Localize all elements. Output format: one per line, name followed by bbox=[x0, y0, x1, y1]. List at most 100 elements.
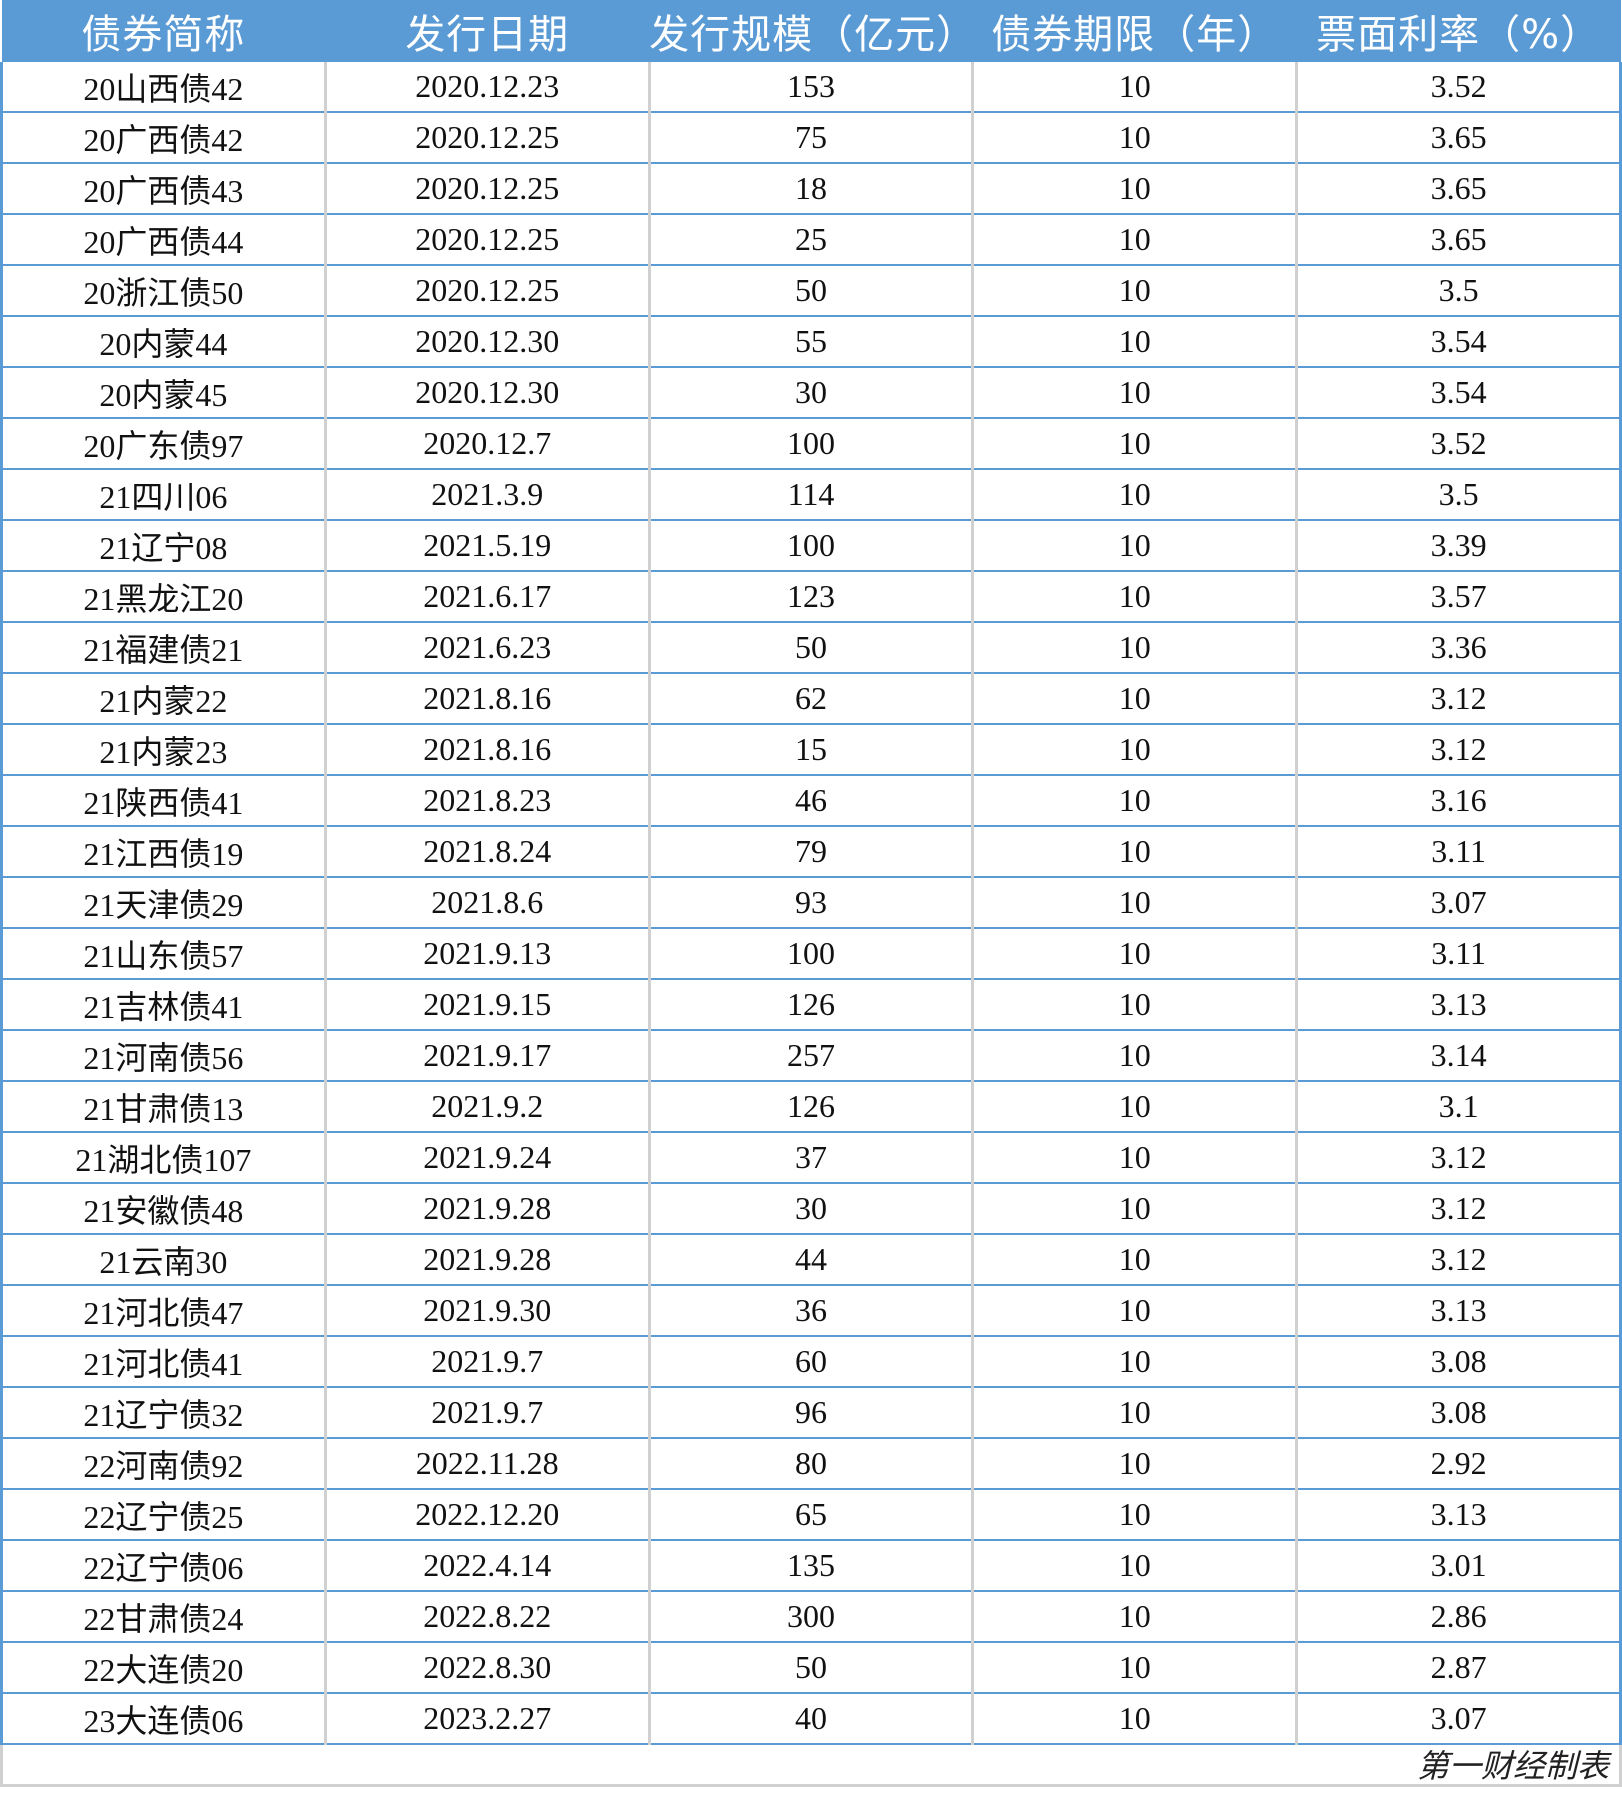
header-bond-name: 债券简称 bbox=[1, 0, 326, 62]
cell-coupon-rate: 2.92 bbox=[1295, 1438, 1622, 1490]
header-term: 债券期限（年） bbox=[972, 0, 1297, 62]
cell-term: 10 bbox=[971, 1540, 1297, 1592]
table-row: 22甘肃债24 2022.8.22 300 10 2.86 bbox=[0, 1591, 1622, 1643]
cell-coupon-rate: 3.07 bbox=[1295, 1693, 1622, 1745]
cell-bond-name: 20广东债97 bbox=[0, 418, 326, 470]
cell-issue-size: 100 bbox=[647, 418, 973, 470]
cell-term: 10 bbox=[971, 1183, 1297, 1235]
table-row: 22河南债92 2022.11.28 80 10 2.92 bbox=[0, 1438, 1622, 1490]
cell-issue-size: 80 bbox=[647, 1438, 973, 1490]
cell-issue-size: 126 bbox=[647, 979, 973, 1031]
table-row: 21河南债56 2021.9.17 257 10 3.14 bbox=[0, 1030, 1622, 1082]
cell-term: 10 bbox=[971, 1693, 1297, 1745]
cell-issue-date: 2020.12.25 bbox=[323, 265, 650, 317]
cell-term: 10 bbox=[971, 1132, 1297, 1184]
cell-issue-date: 2021.8.6 bbox=[323, 877, 650, 929]
cell-issue-date: 2022.8.30 bbox=[323, 1642, 650, 1694]
cell-issue-size: 50 bbox=[647, 265, 973, 317]
cell-coupon-rate: 3.12 bbox=[1295, 1234, 1622, 1286]
table-row: 21山东债57 2021.9.13 100 10 3.11 bbox=[0, 928, 1622, 980]
cell-bond-name: 21辽宁债32 bbox=[0, 1387, 326, 1439]
cell-bond-name: 21山东债57 bbox=[0, 928, 326, 980]
cell-coupon-rate: 3.08 bbox=[1295, 1336, 1622, 1388]
cell-term: 10 bbox=[971, 418, 1297, 470]
cell-issue-size: 40 bbox=[647, 1693, 973, 1745]
cell-term: 10 bbox=[971, 214, 1297, 266]
cell-term: 10 bbox=[971, 265, 1297, 317]
cell-issue-size: 126 bbox=[647, 1081, 973, 1133]
cell-term: 10 bbox=[971, 367, 1297, 419]
cell-issue-size: 93 bbox=[647, 877, 973, 929]
cell-issue-size: 30 bbox=[647, 1183, 973, 1235]
cell-term: 10 bbox=[971, 1642, 1297, 1694]
cell-bond-name: 21四川06 bbox=[0, 469, 326, 521]
cell-bond-name: 21云南30 bbox=[0, 1234, 326, 1286]
cell-coupon-rate: 3.12 bbox=[1295, 1183, 1622, 1235]
cell-coupon-rate: 3.13 bbox=[1295, 1489, 1622, 1541]
header-issue-size: 发行规模（亿元） bbox=[649, 0, 976, 62]
cell-bond-name: 23大连债06 bbox=[0, 1693, 326, 1745]
cell-issue-date: 2021.9.28 bbox=[323, 1234, 650, 1286]
cell-bond-name: 21河北债41 bbox=[0, 1336, 326, 1388]
cell-bond-name: 20内蒙45 bbox=[0, 367, 326, 419]
cell-issue-size: 75 bbox=[647, 112, 973, 164]
cell-coupon-rate: 3.01 bbox=[1295, 1540, 1622, 1592]
cell-issue-size: 50 bbox=[647, 1642, 973, 1694]
cell-term: 10 bbox=[971, 1336, 1297, 1388]
cell-issue-date: 2021.6.17 bbox=[323, 571, 650, 623]
cell-issue-date: 2022.4.14 bbox=[323, 1540, 650, 1592]
cell-coupon-rate: 3.13 bbox=[1295, 1285, 1622, 1337]
cell-bond-name: 20内蒙44 bbox=[0, 316, 326, 368]
cell-issue-size: 50 bbox=[647, 622, 973, 674]
cell-issue-date: 2022.12.20 bbox=[323, 1489, 650, 1541]
header-coupon-rate: 票面利率（%） bbox=[1296, 0, 1621, 62]
cell-issue-date: 2021.9.7 bbox=[323, 1387, 650, 1439]
cell-bond-name: 22大连债20 bbox=[0, 1642, 326, 1694]
table-row: 21内蒙22 2021.8.16 62 10 3.12 bbox=[0, 673, 1622, 725]
cell-issue-size: 44 bbox=[647, 1234, 973, 1286]
table-row: 23大连债06 2023.2.27 40 10 3.07 bbox=[0, 1693, 1622, 1745]
cell-coupon-rate: 3.52 bbox=[1295, 418, 1622, 470]
cell-term: 10 bbox=[971, 673, 1297, 725]
cell-issue-date: 2021.8.24 bbox=[323, 826, 650, 878]
cell-issue-size: 96 bbox=[647, 1387, 973, 1439]
cell-bond-name: 22辽宁债06 bbox=[0, 1540, 326, 1592]
cell-issue-size: 15 bbox=[647, 724, 973, 776]
cell-issue-size: 62 bbox=[647, 673, 973, 725]
cell-bond-name: 21内蒙22 bbox=[0, 673, 326, 725]
cell-issue-date: 2021.9.17 bbox=[323, 1030, 650, 1082]
cell-issue-size: 114 bbox=[647, 469, 973, 521]
cell-bond-name: 22甘肃债24 bbox=[0, 1591, 326, 1643]
table-row: 20内蒙44 2020.12.30 55 10 3.54 bbox=[0, 316, 1622, 368]
header-issue-date: 发行日期 bbox=[325, 0, 650, 62]
cell-coupon-rate: 3.65 bbox=[1295, 214, 1622, 266]
cell-term: 10 bbox=[971, 163, 1297, 215]
table-row: 21天津债29 2021.8.6 93 10 3.07 bbox=[0, 877, 1622, 929]
source-note: 第一财经制表 bbox=[0, 1745, 1622, 1787]
cell-coupon-rate: 3.57 bbox=[1295, 571, 1622, 623]
cell-issue-size: 100 bbox=[647, 928, 973, 980]
cell-coupon-rate: 3.5 bbox=[1295, 265, 1622, 317]
table-row: 21甘肃债13 2021.9.2 126 10 3.1 bbox=[0, 1081, 1622, 1133]
table-row: 21黑龙江20 2021.6.17 123 10 3.57 bbox=[0, 571, 1622, 623]
cell-coupon-rate: 3.5 bbox=[1295, 469, 1622, 521]
cell-bond-name: 21黑龙江20 bbox=[0, 571, 326, 623]
cell-term: 10 bbox=[971, 1438, 1297, 1490]
cell-issue-date: 2021.9.24 bbox=[323, 1132, 650, 1184]
cell-term: 10 bbox=[971, 1489, 1297, 1541]
cell-term: 10 bbox=[971, 1387, 1297, 1439]
cell-issue-date: 2020.12.25 bbox=[323, 163, 650, 215]
cell-issue-size: 46 bbox=[647, 775, 973, 827]
table-row: 21湖北债107 2021.9.24 37 10 3.12 bbox=[0, 1132, 1622, 1184]
table-row: 21云南30 2021.9.28 44 10 3.12 bbox=[0, 1234, 1622, 1286]
bond-table: 债券简称 发行日期 发行规模（亿元） 债券期限（年） 票面利率（%） 20山西债42 20… bbox=[0, 0, 1622, 1745]
table-row: 21辽宁08 2021.5.19 100 10 3.39 bbox=[0, 520, 1622, 572]
cell-bond-name: 21内蒙23 bbox=[0, 724, 326, 776]
cell-issue-date: 2021.9.15 bbox=[323, 979, 650, 1031]
cell-term: 10 bbox=[971, 1285, 1297, 1337]
cell-issue-date: 2022.11.28 bbox=[323, 1438, 650, 1490]
table-row: 21福建债21 2021.6.23 50 10 3.36 bbox=[0, 622, 1622, 674]
cell-coupon-rate: 3.07 bbox=[1295, 877, 1622, 929]
cell-issue-date: 2020.12.25 bbox=[323, 112, 650, 164]
cell-coupon-rate: 3.12 bbox=[1295, 724, 1622, 776]
